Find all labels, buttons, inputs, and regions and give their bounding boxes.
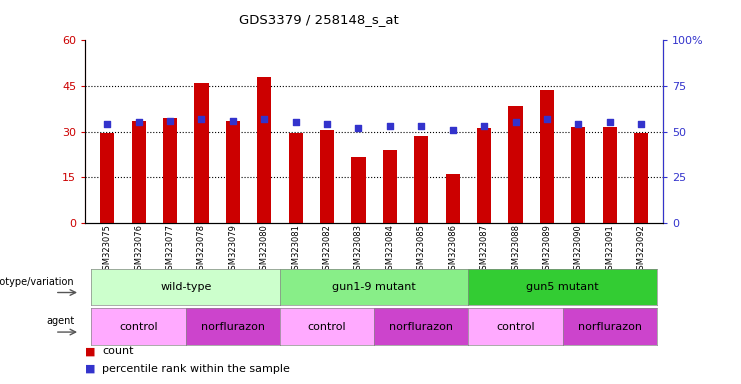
Point	[541, 116, 553, 122]
Text: control: control	[308, 321, 346, 332]
Point	[416, 123, 428, 129]
Text: wild-type: wild-type	[160, 282, 211, 292]
Point	[478, 123, 490, 129]
Bar	[351, 157, 365, 223]
Bar	[445, 174, 460, 223]
Text: percentile rank within the sample: percentile rank within the sample	[102, 364, 290, 374]
Text: ■: ■	[85, 346, 96, 356]
Text: gun5 mutant: gun5 mutant	[526, 282, 599, 292]
Text: ■: ■	[85, 364, 96, 374]
Point	[290, 119, 302, 126]
Point	[102, 121, 113, 127]
Bar	[194, 83, 208, 223]
Bar	[414, 136, 428, 223]
Bar	[132, 121, 146, 223]
Text: norflurazon: norflurazon	[578, 321, 642, 332]
Bar	[288, 133, 303, 223]
Text: control: control	[496, 321, 535, 332]
Point	[164, 118, 176, 124]
Point	[510, 119, 522, 126]
Text: genotype/variation: genotype/variation	[0, 276, 75, 286]
Point	[604, 119, 616, 126]
Text: norflurazon: norflurazon	[389, 321, 453, 332]
Bar	[163, 118, 177, 223]
Bar	[257, 77, 271, 223]
Point	[227, 118, 239, 124]
Point	[196, 116, 207, 122]
Bar	[320, 130, 334, 223]
Text: control: control	[119, 321, 158, 332]
Text: agent: agent	[46, 316, 75, 326]
Point	[573, 121, 585, 127]
Text: gun1-9 mutant: gun1-9 mutant	[332, 282, 416, 292]
Bar	[634, 133, 648, 223]
Bar	[477, 129, 491, 223]
Point	[133, 119, 144, 126]
Text: count: count	[102, 346, 134, 356]
Bar	[571, 127, 585, 223]
Bar	[100, 133, 114, 223]
Point	[447, 127, 459, 133]
Point	[384, 123, 396, 129]
Point	[259, 116, 270, 122]
Point	[321, 121, 333, 127]
Point	[635, 121, 647, 127]
Point	[353, 125, 365, 131]
Text: norflurazon: norflurazon	[201, 321, 265, 332]
Text: GDS3379 / 258148_s_at: GDS3379 / 258148_s_at	[239, 13, 399, 26]
Bar	[540, 91, 554, 223]
Bar	[383, 150, 397, 223]
Bar	[226, 121, 240, 223]
Bar	[602, 127, 617, 223]
Bar	[508, 106, 522, 223]
